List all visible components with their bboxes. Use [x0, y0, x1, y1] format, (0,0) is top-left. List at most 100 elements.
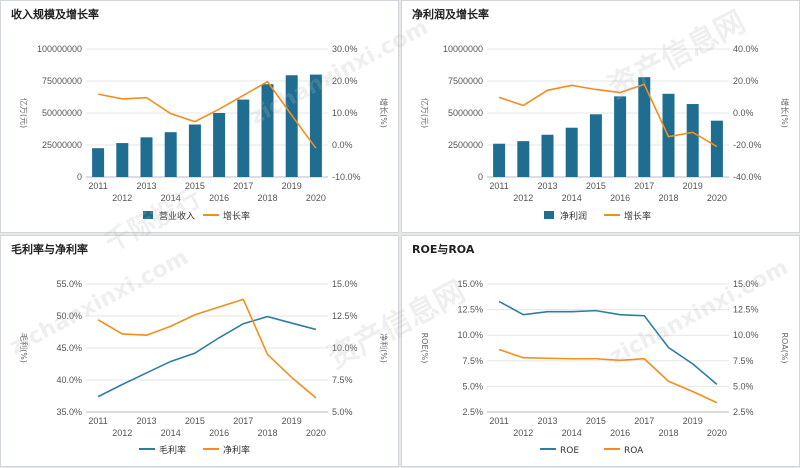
x-tick-label: 2015 [586, 181, 606, 191]
y-tick-label-left: 75000000 [42, 76, 82, 86]
y-tick-label-left: 2.5% [462, 407, 483, 417]
y-tick-label-right: 15.0% [332, 279, 358, 289]
y-tick-label-right: 12.5% [733, 305, 759, 315]
legend-label: 增长率 [624, 210, 651, 222]
y-tick-label-left: 10.0% [457, 330, 483, 340]
bar [92, 148, 105, 177]
legend-label: 营业收入 [159, 210, 195, 222]
series-line [498, 348, 718, 404]
bar [614, 96, 627, 177]
x-tick-label: 2017 [233, 416, 253, 426]
y-tick-label-left: 25000000 [42, 140, 82, 150]
x-tick-label: 2015 [185, 416, 205, 426]
y-axis-title-left: 亿万(元) [420, 98, 430, 128]
x-tick-label: 2014 [562, 428, 582, 438]
x-tick-label: 2013 [537, 416, 557, 426]
bar [188, 124, 201, 177]
y-tick-label-left: 45.0% [56, 343, 82, 353]
x-tick-label: 2017 [634, 181, 654, 191]
x-tick-label: 2018 [658, 428, 678, 438]
y-tick-label-left: 12.5% [457, 305, 483, 315]
x-tick-label: 2016 [209, 193, 229, 203]
bar [309, 74, 322, 177]
y-tick-label-right: 7.5% [733, 356, 754, 366]
series-line [97, 315, 317, 398]
y-tick-label-left: 5000000 [448, 108, 483, 118]
x-tick-label: 2011 [489, 416, 508, 426]
y-tick-label-left: 50000000 [42, 108, 82, 118]
chart-title: ROE与ROA [412, 243, 475, 256]
y-tick-label-left: 50.0% [56, 311, 82, 321]
y-tick-label-right: 30.0% [332, 44, 358, 54]
legend-label: 增长率 [223, 210, 250, 222]
y-tick-label-right: -10.0% [332, 172, 361, 182]
y-tick-label-right: 0.0% [332, 140, 353, 150]
bar [517, 141, 530, 177]
x-tick-label: 2011 [489, 181, 508, 191]
y-axis-title-left: 毛利(%) [19, 333, 29, 363]
y-tick-label-right: 10.0% [733, 330, 759, 340]
x-tick-label: 2015 [586, 416, 606, 426]
y-tick-label-left: 40.0% [56, 375, 82, 385]
series-line [97, 298, 317, 399]
y-tick-label-left: 55.0% [56, 279, 82, 289]
x-tick-label: 2020 [707, 428, 727, 438]
panel-revenue: 收入规模及增长率 0 25000000 50000000 75000000 100000… [0, 0, 399, 233]
bar [541, 134, 554, 177]
bar [285, 75, 298, 177]
x-tick-label: 2017 [634, 416, 654, 426]
x-tick-label: 2011 [88, 181, 107, 191]
legend-swatch [544, 211, 554, 219]
legend-label: ROA [624, 446, 644, 456]
legend-label: ROE [560, 446, 579, 456]
bar [565, 127, 578, 177]
bar [686, 104, 699, 177]
y-tick-label-right: 40.0% [733, 44, 759, 54]
x-tick-label: 2013 [136, 181, 156, 191]
panel-net-profit: 净利润及增长率 0 2500000 5000000 7500000 10000000 -4… [401, 0, 800, 233]
x-tick-label: 2017 [233, 181, 253, 191]
x-tick-label: 2012 [112, 193, 132, 203]
y-axis-title-left: ROE(%) [420, 333, 429, 364]
y-tick-label-right: 20.0% [733, 76, 759, 86]
x-tick-label: 2015 [185, 181, 205, 191]
bar [710, 120, 723, 177]
y-tick-label-left: 100000000 [37, 44, 82, 54]
bar [261, 84, 274, 177]
x-tick-label: 2020 [306, 428, 326, 438]
chart-title: 净利润及增长率 [412, 8, 489, 21]
net-profit-chart: 0 2500000 5000000 7500000 10000000 -40.0% -20.… [420, 44, 790, 222]
legend-swatch [143, 211, 153, 219]
y-tick-label-right: 15.0% [733, 279, 759, 289]
x-tick-label: 2012 [513, 428, 533, 438]
y-tick-label-left: 7500000 [448, 76, 483, 86]
bar [116, 143, 129, 177]
x-tick-label: 2019 [282, 181, 302, 191]
y-tick-label-right: 7.5% [332, 375, 353, 385]
bar [237, 99, 250, 177]
margins-chart: 35.0% 40.0% 45.0% 50.0% 55.0% 5.0% 7.5% 10.0% 12… [19, 279, 389, 456]
bar [164, 132, 177, 177]
x-tick-label: 2014 [161, 428, 181, 438]
x-tick-label: 2012 [112, 428, 132, 438]
y-axis-title-left: 亿万(元) [19, 98, 29, 128]
bar [638, 77, 651, 177]
x-tick-label: 2016 [610, 428, 630, 438]
x-tick-label: 2011 [88, 416, 107, 426]
y-tick-label-left: 0 [77, 172, 82, 182]
chart-title: 收入规模及增长率 [11, 8, 99, 21]
x-tick-label: 2018 [658, 193, 678, 203]
y-tick-label-left: 0 [478, 172, 483, 182]
y-tick-label-left: 5.0% [462, 381, 483, 391]
y-tick-label-left: 2500000 [448, 140, 483, 150]
y-tick-label-right: 10.0% [332, 108, 358, 118]
y-axis-title-right: 增长(%) [780, 98, 790, 128]
x-tick-label: 2012 [513, 193, 533, 203]
y-tick-label-right: 10.0% [332, 343, 358, 353]
x-tick-label: 2013 [537, 181, 557, 191]
y-tick-label-left: 35.0% [56, 407, 82, 417]
legend-label: 毛利率 [159, 444, 186, 456]
legend-label: 净利润 [560, 210, 587, 222]
y-tick-label-left: 15.0% [457, 279, 483, 289]
y-tick-label-right: 2.5% [733, 407, 754, 417]
